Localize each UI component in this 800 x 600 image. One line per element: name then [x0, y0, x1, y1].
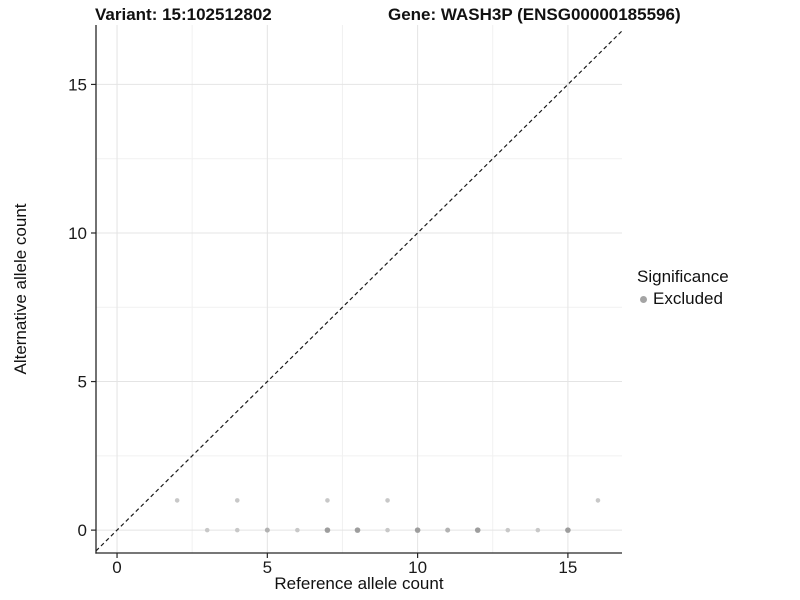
svg-text:10: 10: [68, 224, 87, 243]
svg-text:10: 10: [408, 558, 427, 577]
svg-text:0: 0: [112, 558, 121, 577]
svg-text:15: 15: [68, 75, 87, 94]
y-axis-title: Alternative allele count: [11, 203, 30, 375]
legend-title: Significance: [637, 267, 729, 286]
plot-title-variant: Variant: 15:102512802: [95, 5, 272, 24]
svg-text:0: 0: [78, 521, 87, 540]
svg-text:5: 5: [263, 558, 272, 577]
legend-point-swatch-icon: [640, 295, 647, 303]
plot-title-gene: Gene: WASH3P (ENSG00000185596): [388, 5, 681, 24]
legend-item-excluded: Excluded: [637, 289, 729, 309]
legend-item-label: Excluded: [653, 289, 723, 308]
x-axis-title: Reference allele count: [274, 574, 444, 593]
svg-text:15: 15: [558, 558, 577, 577]
legend: Significance Excluded: [637, 267, 729, 309]
svg-text:5: 5: [78, 373, 87, 392]
